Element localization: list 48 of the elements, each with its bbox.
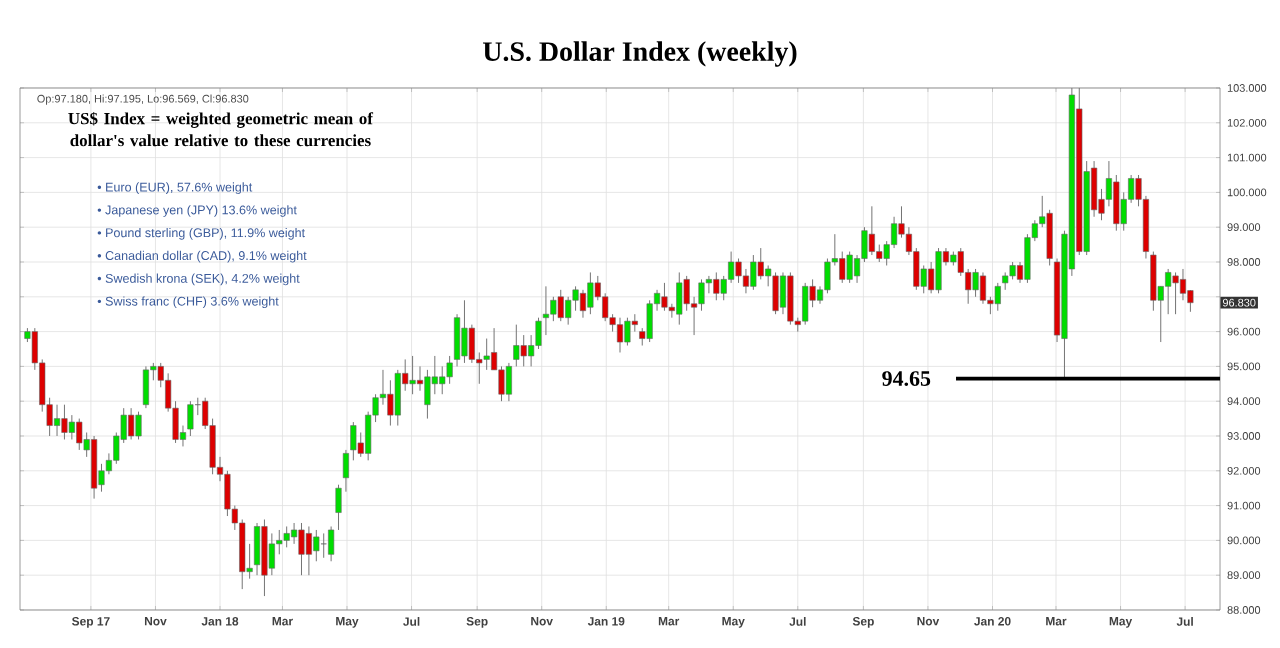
candlestick (779, 271, 787, 315)
candlestick (313, 529, 320, 562)
candlestick (868, 205, 875, 256)
candlestick (253, 522, 261, 576)
candlestick (283, 525, 290, 548)
candlestick (142, 365, 149, 409)
candlestick (394, 369, 401, 427)
candlestick (772, 271, 779, 315)
candlestick (513, 324, 520, 367)
candlestick (802, 282, 809, 326)
candlestick (579, 289, 587, 319)
candlestick (587, 271, 594, 315)
candlestick (505, 362, 512, 402)
candlestick (298, 522, 305, 576)
candlestick (757, 247, 764, 280)
candlestick (994, 282, 1001, 312)
candlestick (1172, 271, 1179, 315)
candlestick (305, 525, 312, 576)
candlestick (409, 355, 416, 395)
annotation: US$ Index = weighted geometric mean of dollar's value relative to these currencies (68, 111, 374, 147)
candlestick (742, 268, 749, 294)
candlestick (616, 317, 624, 353)
candlestick (979, 271, 987, 305)
candlestick (268, 532, 275, 576)
candlestick (787, 271, 794, 326)
candlestick (128, 407, 135, 440)
candlestick (935, 247, 942, 294)
candlestick (520, 334, 527, 367)
candlestick (135, 411, 142, 440)
candlestick (320, 532, 327, 559)
candlestick (750, 254, 757, 291)
candlestick (53, 404, 61, 437)
candlestick (1165, 268, 1172, 315)
candlestick (76, 418, 83, 451)
candlestick (661, 282, 668, 312)
chart-title: U.S. Dollar Index (weekly) (483, 41, 797, 67)
candlestick (839, 251, 846, 284)
candlestick (557, 289, 564, 322)
candlestick (624, 317, 631, 347)
candlestick (68, 414, 75, 440)
candlestick (1179, 268, 1187, 301)
candlestick (676, 271, 683, 326)
candlestick (972, 268, 979, 298)
candlestick (461, 299, 468, 364)
candlestick (61, 404, 68, 440)
candlestick (713, 271, 720, 301)
ref-line-label: 94.65 (882, 371, 931, 386)
candlestick (846, 251, 853, 284)
